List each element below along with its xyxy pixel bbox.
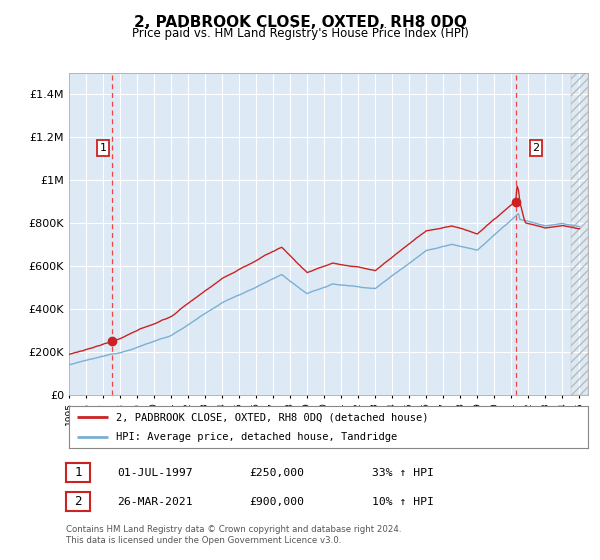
Text: 1: 1 [100, 143, 107, 153]
Text: 01-JUL-1997: 01-JUL-1997 [117, 468, 193, 478]
Text: Contains HM Land Registry data © Crown copyright and database right 2024.
This d: Contains HM Land Registry data © Crown c… [66, 525, 401, 545]
Text: 26-MAR-2021: 26-MAR-2021 [117, 497, 193, 507]
Text: Price paid vs. HM Land Registry's House Price Index (HPI): Price paid vs. HM Land Registry's House … [131, 27, 469, 40]
Text: 33% ↑ HPI: 33% ↑ HPI [372, 468, 434, 478]
Text: £250,000: £250,000 [249, 468, 304, 478]
Text: £900,000: £900,000 [249, 497, 304, 507]
Text: 2, PADBROOK CLOSE, OXTED, RH8 0DQ (detached house): 2, PADBROOK CLOSE, OXTED, RH8 0DQ (detac… [116, 412, 428, 422]
Text: 10% ↑ HPI: 10% ↑ HPI [372, 497, 434, 507]
Text: 2: 2 [532, 143, 539, 153]
Text: 2, PADBROOK CLOSE, OXTED, RH8 0DQ: 2, PADBROOK CLOSE, OXTED, RH8 0DQ [134, 15, 466, 30]
Text: 1: 1 [74, 466, 82, 479]
Text: HPI: Average price, detached house, Tandridge: HPI: Average price, detached house, Tand… [116, 432, 397, 442]
Text: 2: 2 [74, 495, 82, 508]
